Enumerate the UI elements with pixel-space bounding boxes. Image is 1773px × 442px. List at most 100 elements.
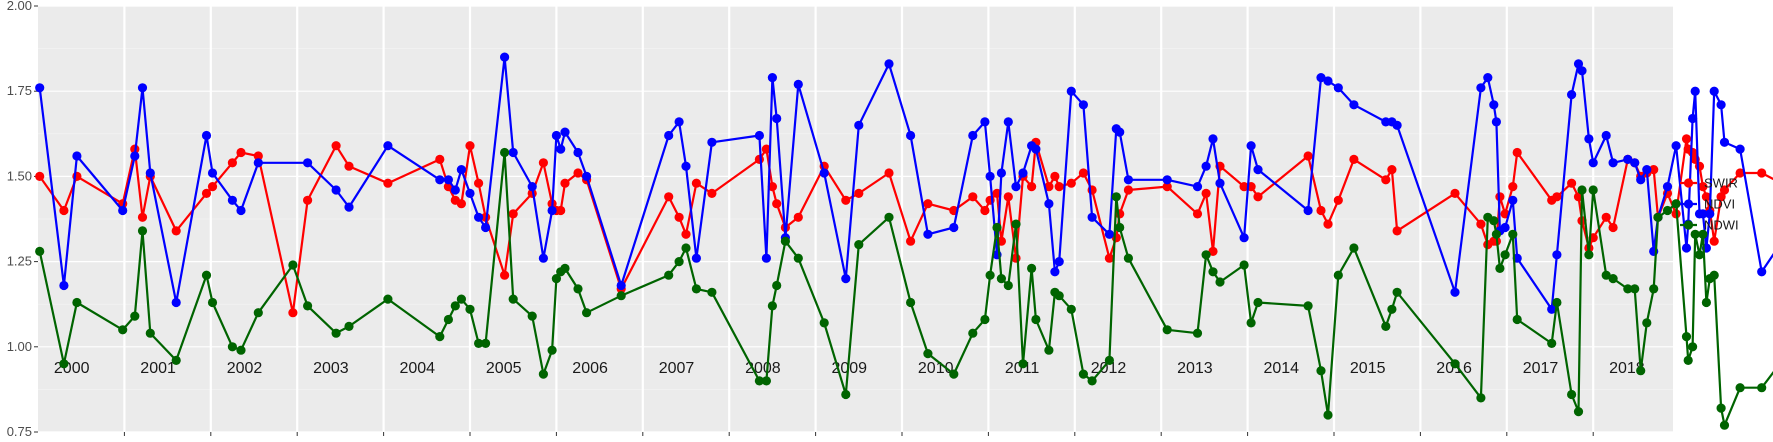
- year-label: 2014: [1263, 360, 1299, 377]
- data-point: [1208, 267, 1218, 277]
- data-point: [59, 359, 69, 369]
- data-point: [35, 83, 45, 93]
- data-point: [1681, 332, 1692, 342]
- data-point: [551, 274, 562, 284]
- data-point: [1705, 209, 1715, 219]
- year-label: 2005: [486, 360, 522, 377]
- data-point: [691, 253, 702, 263]
- data-point: [1087, 212, 1097, 222]
- data-point: [207, 168, 218, 178]
- data-point: [1054, 257, 1064, 267]
- data-point: [1381, 175, 1391, 185]
- data-point: [793, 79, 803, 89]
- data-point: [1246, 141, 1256, 151]
- legend-key-point: [1683, 199, 1694, 209]
- data-point: [1078, 168, 1088, 178]
- y-tick-label: 1.75: [7, 83, 32, 98]
- data-point: [1162, 175, 1172, 185]
- data-point: [1115, 222, 1125, 233]
- data-point: [1333, 195, 1343, 205]
- data-point: [1208, 134, 1218, 144]
- data-point: [761, 144, 772, 154]
- data-point: [538, 253, 549, 263]
- data-point: [1303, 301, 1313, 311]
- data-point: [1577, 66, 1587, 76]
- data-point: [1683, 355, 1693, 365]
- data-point: [465, 188, 475, 198]
- data-point: [1215, 178, 1225, 188]
- data-point: [1584, 250, 1594, 260]
- data-point: [1027, 263, 1037, 273]
- data-point: [1608, 222, 1618, 233]
- data-point: [474, 338, 484, 348]
- data-point: [1649, 284, 1659, 294]
- data-point: [1123, 175, 1133, 185]
- data-point: [1054, 291, 1064, 301]
- data-point: [1387, 304, 1397, 314]
- data-point: [1662, 182, 1673, 192]
- data-point: [1201, 250, 1211, 260]
- data-point: [1087, 376, 1097, 386]
- data-point: [1201, 188, 1211, 198]
- data-point: [582, 308, 592, 318]
- data-point: [500, 270, 510, 280]
- data-point: [1491, 229, 1501, 239]
- data-point: [1450, 359, 1460, 369]
- data-point: [985, 270, 995, 280]
- data-point: [1011, 219, 1021, 229]
- data-point: [674, 212, 684, 222]
- data-point: [1239, 182, 1249, 192]
- data-point: [968, 192, 978, 202]
- data-point: [201, 130, 212, 141]
- data-point: [474, 178, 484, 188]
- data-point: [1027, 182, 1037, 192]
- legend-label: NDWI: [1704, 218, 1739, 233]
- data-point: [1018, 168, 1028, 178]
- data-point: [980, 314, 990, 325]
- data-point: [1123, 185, 1133, 195]
- data-point: [1681, 243, 1692, 253]
- data-point: [854, 240, 864, 250]
- data-point: [1044, 345, 1054, 355]
- data-point: [1735, 383, 1745, 393]
- data-point: [527, 311, 537, 321]
- data-point: [1253, 192, 1263, 202]
- data-point: [1573, 407, 1584, 417]
- data-point: [344, 202, 354, 212]
- data-point: [1115, 127, 1125, 137]
- year-label: 2013: [1177, 360, 1213, 377]
- legend-label: SWIR: [1704, 176, 1738, 191]
- data-point: [1508, 182, 1518, 192]
- data-point: [1476, 83, 1486, 93]
- data-point: [1316, 205, 1326, 216]
- data-point: [1349, 243, 1359, 253]
- data-point: [1489, 100, 1499, 110]
- data-point: [1709, 236, 1719, 246]
- data-point: [1031, 144, 1041, 154]
- data-point: [1512, 314, 1522, 325]
- data-point: [1003, 117, 1013, 127]
- data-point: [754, 154, 765, 164]
- data-point: [793, 253, 803, 263]
- data-point: [1709, 86, 1719, 96]
- data-point: [1392, 287, 1402, 297]
- data-point: [331, 185, 341, 195]
- y-tick-label: 1.25: [7, 254, 32, 269]
- data-point: [465, 141, 475, 151]
- data-point: [207, 297, 218, 308]
- data-point: [137, 83, 148, 93]
- data-point: [707, 287, 717, 297]
- data-point: [560, 127, 570, 137]
- data-point: [35, 171, 45, 181]
- data-point: [130, 151, 140, 161]
- year-label: 2011: [1005, 360, 1040, 377]
- data-point: [1333, 270, 1343, 280]
- data-point: [1495, 263, 1505, 273]
- data-point: [1567, 178, 1577, 188]
- year-label: 2001: [140, 360, 176, 377]
- data-point: [1381, 321, 1391, 331]
- data-point: [1671, 199, 1681, 209]
- data-point: [481, 338, 491, 348]
- data-point: [59, 280, 69, 291]
- y-tick-label: 0.75: [7, 424, 32, 439]
